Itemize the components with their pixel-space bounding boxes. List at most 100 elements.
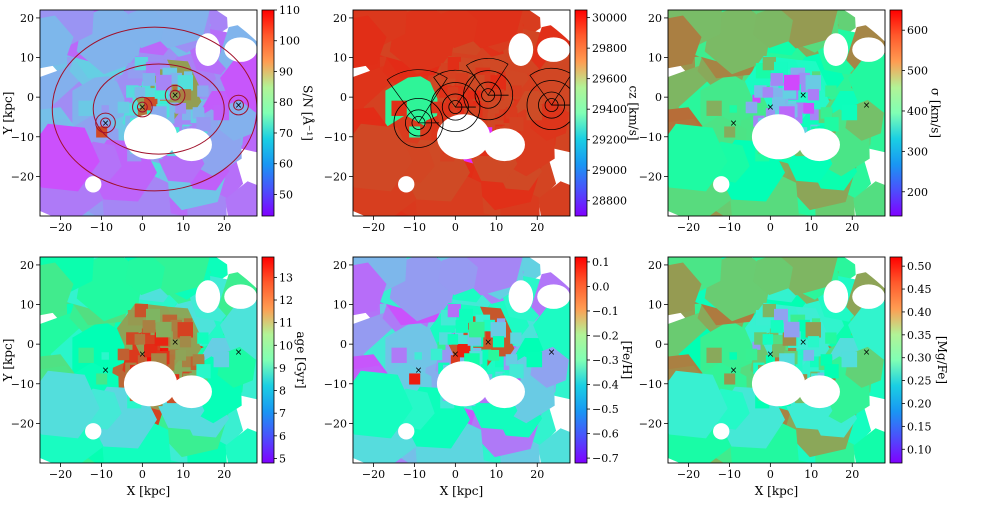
- colorbar: [261, 256, 275, 464]
- voronoi-bin: [853, 428, 885, 463]
- galaxy-center-marker: ×: [139, 350, 147, 360]
- voronoi-bin-inner: [196, 364, 211, 379]
- masked-region: [436, 361, 491, 407]
- voronoi-bin-inner: [197, 332, 209, 344]
- colorbar-tick-label: 0.20: [907, 397, 932, 410]
- voronoi-bin-inner: [825, 85, 837, 97]
- contour-line: [164, 84, 186, 106]
- map-sn: [40, 10, 257, 216]
- voronoi-bin-inner: [142, 320, 156, 333]
- masked-region: [751, 114, 806, 160]
- voronoi-bin-inner: [505, 354, 518, 366]
- axes-frame: [352, 256, 571, 464]
- colorbar-tick-label: 30000: [592, 12, 627, 25]
- voronoi-bin-inner: [156, 321, 172, 338]
- voronoi-bin: [40, 15, 74, 69]
- masked-region: [398, 176, 415, 193]
- colorbar: [574, 9, 588, 217]
- masked-region: [844, 257, 885, 289]
- voronoi-bin-inner: [78, 100, 94, 116]
- contour-line: [169, 89, 181, 101]
- contour-line: [51, 26, 257, 192]
- y-tick-label: −10: [11, 131, 34, 144]
- axes-frame: [667, 256, 886, 464]
- map-mgfe: [668, 257, 885, 463]
- colorbar-label: [Mg/Fe]: [935, 336, 949, 384]
- map-feh: [353, 257, 570, 463]
- voronoi-bin-inner: [796, 102, 807, 113]
- galaxy-center-marker: ×: [235, 101, 243, 111]
- voronoi-bin-inner: [145, 308, 160, 323]
- contour-line: [92, 63, 225, 155]
- aperture-wedge: [529, 67, 570, 106]
- x-tick-label: 0: [452, 221, 459, 234]
- voronoi-bin-inner: [78, 347, 94, 363]
- voronoi-bin-inner: [505, 107, 518, 119]
- galaxy-center-marker: ×: [452, 350, 460, 360]
- colorbar-tick-label: 0.45: [907, 283, 932, 296]
- voronoi-bin-inner: [101, 352, 109, 360]
- voronoi-bin-inner: [124, 341, 133, 350]
- aperture-wedge: [465, 57, 509, 96]
- voronoi-bin-inner: [170, 72, 182, 85]
- masked-region: [852, 284, 885, 309]
- voronoi-bin-inner: [825, 332, 837, 344]
- voronoi-bin-inner: [447, 303, 461, 318]
- colorbar-tick-label: 110: [279, 4, 300, 17]
- masked-region: [844, 10, 885, 42]
- masked-region: [171, 128, 212, 162]
- masked-region: [195, 280, 221, 313]
- voronoi-bin-inner: [752, 94, 761, 103]
- voronoi-bin-inner: [509, 364, 524, 379]
- voronoi-bin: [853, 181, 885, 216]
- voronoi-bin-inner: [706, 100, 722, 116]
- voronoi-bin-inner: [805, 75, 821, 91]
- x-tick-label: 10: [176, 221, 190, 234]
- colorbar-tick-label: 0.40: [907, 306, 932, 319]
- voronoi-bin-inner: [168, 349, 179, 360]
- voronoi-bin: [753, 257, 793, 296]
- voronoi-bin-inner: [745, 348, 758, 361]
- map-sigma: [668, 10, 885, 216]
- voronoi-bin-inner: [770, 73, 784, 86]
- contour-line: [100, 117, 111, 129]
- aperture-ring: [430, 82, 481, 133]
- voronoi-bin-inner: [841, 351, 858, 368]
- contour-line: [228, 94, 249, 116]
- voronoi-bin-inner: [488, 102, 500, 114]
- sn-contours: [51, 26, 257, 192]
- colorbar-tick-label: 29400: [592, 103, 627, 116]
- colorbar-tick-label: 300: [907, 145, 928, 158]
- voronoi-bin-inner: [492, 336, 505, 348]
- voronoi-bin-inner: [437, 94, 446, 103]
- voronoi-bin: [668, 262, 702, 316]
- x-tick-label: −20: [677, 468, 700, 481]
- galaxy-center-marker: ×: [548, 348, 556, 358]
- galaxy-center-marker: ×: [767, 350, 775, 360]
- masked-region: [216, 10, 257, 42]
- voronoi-bin-inner: [796, 349, 807, 360]
- map-age: [40, 257, 257, 463]
- voronoi-bin-inner: [101, 105, 109, 113]
- voronoi-bin: [40, 123, 100, 192]
- x-tick-label: 20: [217, 468, 231, 481]
- voronoi-bin-inner: [762, 334, 774, 345]
- y-tick-label: −20: [639, 417, 662, 430]
- voronoi-bin-inner: [509, 117, 524, 132]
- y-tick-label: 20: [20, 259, 34, 272]
- aperture-wedges: [386, 57, 570, 148]
- galaxy-center-marker: ×: [102, 366, 110, 376]
- colorbar-tick-label: −0.6: [592, 428, 619, 441]
- voronoi-bin: [353, 123, 413, 192]
- voronoi-bin-inner: [447, 334, 459, 345]
- voronoi-bin: [353, 262, 387, 316]
- voronoi-bin-inner: [807, 336, 820, 348]
- masked-region: [484, 375, 525, 409]
- y-tick-label: 20: [333, 259, 347, 272]
- colorbar-tick-label: −0.7: [592, 452, 619, 465]
- masked-region: [195, 33, 221, 66]
- masked-region: [85, 423, 102, 440]
- x-tick-label: 0: [139, 468, 146, 481]
- voronoi-bin: [438, 257, 478, 296]
- y-tick-label: 10: [333, 52, 347, 65]
